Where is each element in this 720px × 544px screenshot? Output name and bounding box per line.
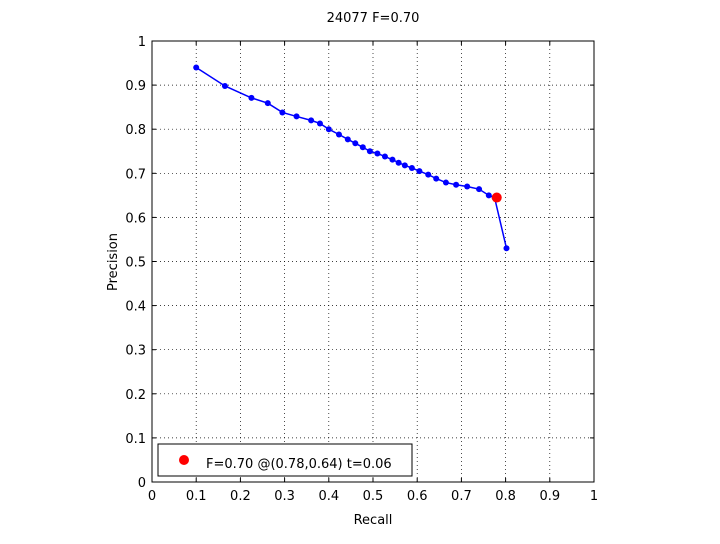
legend-marker	[179, 455, 189, 465]
x-tick-label: 0.3	[274, 489, 295, 504]
x-tick-label: 0	[148, 489, 156, 504]
y-tick-label: 0.4	[125, 300, 146, 315]
x-tick-label: 0.6	[407, 489, 428, 504]
legend-box	[157, 443, 413, 477]
x-tick-label: 0.7	[451, 489, 472, 504]
data-point	[476, 186, 483, 193]
data-point	[401, 162, 408, 169]
y-tick-label: 0.3	[125, 344, 146, 359]
data-point	[279, 109, 286, 116]
data-point	[389, 156, 396, 163]
best-f-point	[491, 192, 502, 203]
data-point	[344, 136, 351, 143]
data-point	[395, 159, 402, 166]
data-point	[293, 113, 300, 120]
data-point	[335, 131, 342, 138]
chart-title: 24077 F=0.70	[327, 11, 420, 26]
y-tick-labels: 0 0.1 0.2 0.3 0.4 0.5 0.6 0.7 0.8 0.9 1	[125, 35, 146, 491]
x-tick-label: 0.8	[495, 489, 516, 504]
y-axis-label: Precision	[106, 233, 121, 291]
y-tick-label: 1	[138, 35, 146, 50]
data-point	[359, 144, 366, 151]
data-point	[366, 148, 373, 155]
x-tick-label: 0.4	[318, 489, 339, 504]
x-axis-label: Recall	[354, 513, 393, 528]
data-point	[433, 175, 440, 182]
data-point	[316, 120, 323, 127]
data-point	[308, 117, 315, 124]
data-point	[464, 183, 471, 190]
data-point	[374, 150, 381, 157]
data-point	[416, 168, 423, 175]
data-point	[453, 181, 460, 188]
data-point	[352, 140, 359, 147]
y-tick-label: 0.7	[125, 167, 146, 182]
data-point	[325, 126, 332, 133]
x-tick-label: 0.9	[539, 489, 560, 504]
y-tick-label: 0	[138, 476, 146, 491]
best-f-point-group	[491, 192, 502, 203]
legend-text: F=0.70 @(0.78,0.64) t=0.06	[206, 457, 392, 472]
y-tick-label: 0.2	[125, 388, 146, 403]
data-point	[193, 64, 200, 71]
y-tick-label: 0.1	[125, 432, 146, 447]
data-point	[221, 82, 228, 89]
x-tick-label: 0.1	[186, 489, 207, 504]
y-tick-label: 0.6	[125, 211, 146, 226]
data-point	[425, 171, 432, 178]
data-point	[408, 165, 415, 172]
legend: F=0.70 @(0.78,0.64) t=0.06	[157, 443, 413, 477]
x-tick-label: 1	[590, 489, 598, 504]
x-tick-labels: 0 0.1 0.2 0.3 0.4 0.5 0.6 0.7 0.8 0.9 1	[148, 489, 598, 504]
data-point	[381, 153, 388, 160]
data-point	[248, 94, 255, 101]
x-tick-label: 0.5	[363, 489, 384, 504]
y-tick-label: 0.8	[125, 123, 146, 138]
data-point	[503, 245, 510, 252]
x-tick-label: 0.2	[230, 489, 251, 504]
axis-ticks	[151, 40, 595, 483]
data-point	[264, 100, 271, 107]
data-point	[485, 192, 492, 199]
y-tick-label: 0.5	[125, 256, 146, 271]
data-point	[442, 179, 449, 186]
grid-lines	[152, 41, 594, 482]
y-tick-label: 0.9	[125, 79, 146, 94]
